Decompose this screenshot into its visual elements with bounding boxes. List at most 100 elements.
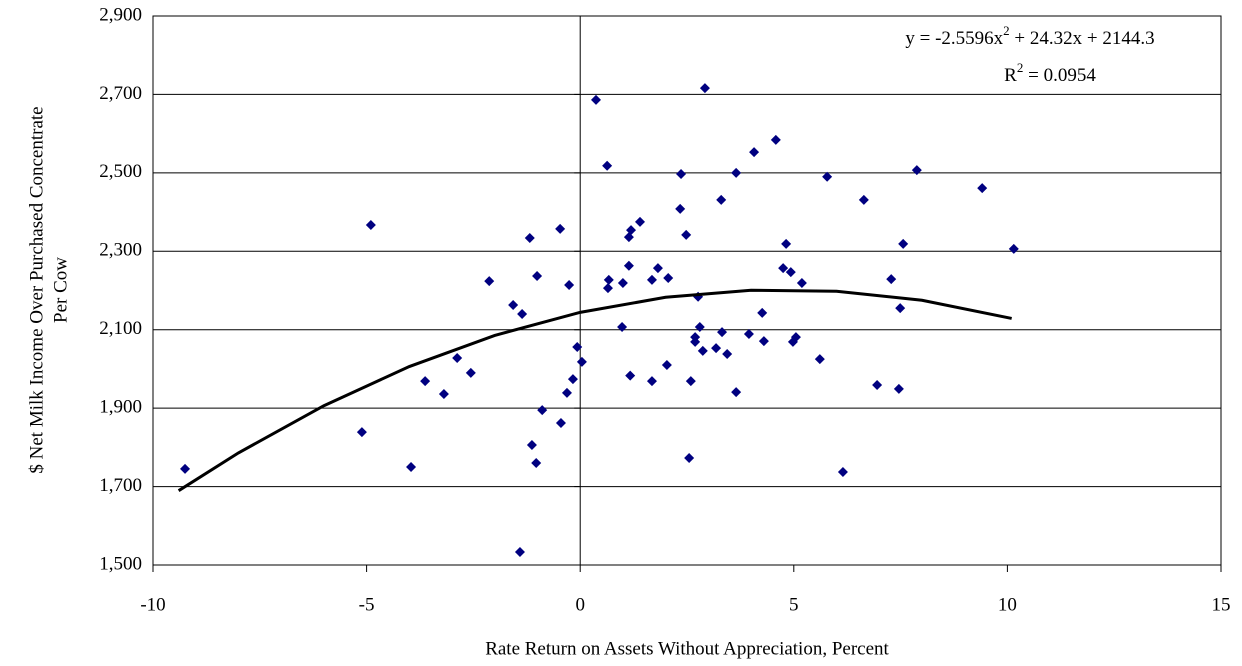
scatter-point <box>564 280 575 291</box>
scatter-point <box>731 387 742 398</box>
scatter-point <box>758 336 769 347</box>
scatter-point <box>465 367 476 378</box>
scatter-point <box>694 321 705 332</box>
scatter-point <box>635 216 646 227</box>
scatter-point <box>1008 243 1019 254</box>
x-axis-title: Rate Return on Assets Without Appreciati… <box>485 638 889 659</box>
y-tick-label: 2,700 <box>99 83 142 104</box>
scatter-point <box>555 418 566 429</box>
scatter-point <box>895 303 906 314</box>
scatter-point <box>690 336 701 347</box>
r-squared-part: R <box>1004 65 1017 86</box>
scatter-point <box>722 349 733 360</box>
scatter-point <box>572 341 583 352</box>
scatter-point <box>602 283 613 294</box>
scatter-point <box>757 307 768 318</box>
scatter-point <box>420 376 431 387</box>
equation-superscript: 2 <box>1003 23 1010 38</box>
scatter-point <box>526 440 537 451</box>
scatter-point <box>663 272 674 283</box>
scatter-point <box>886 274 897 285</box>
r-squared-part: = 0.0954 <box>1023 65 1096 86</box>
scatter-point <box>716 194 727 205</box>
scatter-point <box>699 83 710 94</box>
scatter-point <box>785 267 796 278</box>
scatter-point <box>646 274 657 285</box>
plot-border <box>152 15 1222 566</box>
scatter-point <box>623 260 634 271</box>
scatter-point <box>537 405 548 416</box>
y-tick-label: 1,500 <box>99 553 142 574</box>
scatter-point <box>508 300 519 311</box>
scatter-point <box>602 160 613 171</box>
scatter-point <box>770 134 781 145</box>
x-tick-label: 10 <box>998 594 1017 615</box>
scatter-point <box>778 263 789 274</box>
scatter-point <box>617 321 628 332</box>
scatter-point <box>977 183 988 194</box>
scatter-point <box>514 547 525 558</box>
scatter-point <box>484 276 495 287</box>
scatter-point <box>517 309 528 320</box>
scatter-point <box>365 220 376 231</box>
x-tick-label: -5 <box>359 594 375 615</box>
scatter-point <box>591 94 602 105</box>
x-tick-label: 5 <box>789 594 799 615</box>
scatter-point <box>180 463 191 474</box>
scatter-point <box>814 354 825 365</box>
scatter-point <box>603 274 614 285</box>
scatter-point <box>872 380 883 391</box>
scatter-point <box>749 147 760 158</box>
y-tick-label: 2,900 <box>99 4 142 25</box>
equation: y = -2.5596x2 + 24.32x + 2144.3 <box>905 23 1154 49</box>
scatter-point <box>743 329 754 340</box>
scatter-point <box>684 452 695 463</box>
scatter-point <box>576 356 587 367</box>
scatter-point <box>531 458 542 469</box>
scatter-point <box>567 374 578 385</box>
scatter-point <box>555 223 566 234</box>
scatter-point <box>452 352 463 363</box>
y-tick-label: 2,100 <box>99 318 142 339</box>
r-squared-superscript: 2 <box>1017 60 1024 75</box>
scatter-point <box>625 370 636 381</box>
scatter-point <box>675 203 686 214</box>
scatter-point <box>356 427 367 438</box>
scatter-point <box>617 278 628 289</box>
scatter-point <box>796 278 807 289</box>
x-tick-label: 0 <box>575 594 585 615</box>
scatter-point <box>697 345 708 356</box>
scatter-point <box>438 389 449 400</box>
scatter-point <box>406 461 417 472</box>
scatter-point <box>661 360 672 371</box>
scatter-point <box>837 467 848 478</box>
trend-line <box>177 288 1012 492</box>
scatter-point <box>911 165 922 176</box>
scatter-point <box>561 387 572 398</box>
scatter-point <box>646 376 657 387</box>
scatter-point <box>676 169 687 180</box>
scatter-point <box>790 332 801 343</box>
scatter-point <box>717 327 728 338</box>
scatter-point <box>781 238 792 249</box>
scatter-point <box>898 238 909 249</box>
x-tick-label: -10 <box>140 594 165 615</box>
scatter-point <box>858 194 869 205</box>
scatter-point <box>893 383 904 394</box>
r-squared: R2 = 0.0954 <box>1004 60 1096 86</box>
scatter-point <box>685 376 696 387</box>
scatter-point <box>652 263 663 274</box>
equation-part: + 24.32x + 2144.3 <box>1010 28 1155 49</box>
y-tick-label: 1,700 <box>99 475 142 496</box>
scatter-point <box>711 343 722 354</box>
scatter-point <box>626 225 637 236</box>
y-axis-title: $ Net Milk Income Over Purchased Concent… <box>26 106 47 473</box>
scatter-point <box>681 229 692 240</box>
x-tick-label: 15 <box>1212 594 1231 615</box>
y-tick-label: 2,300 <box>99 240 142 261</box>
scatter-point <box>731 167 742 178</box>
y-tick-label: 2,500 <box>99 161 142 182</box>
scatter-point <box>822 171 833 182</box>
